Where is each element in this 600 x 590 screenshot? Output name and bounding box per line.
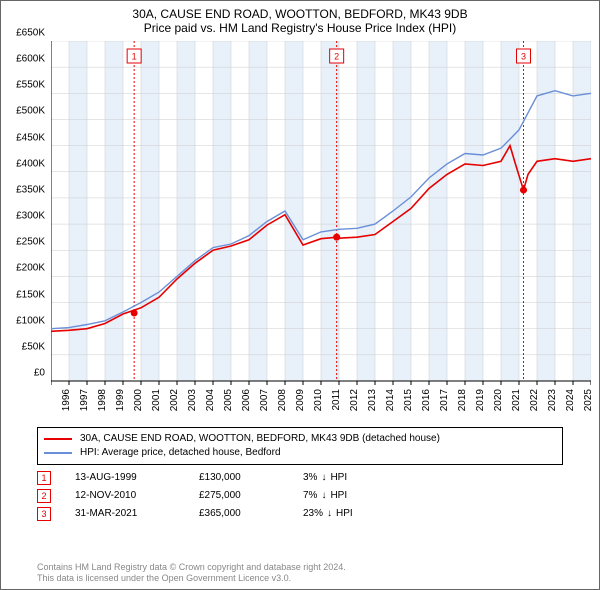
svg-text:2019: 2019: [475, 389, 486, 412]
chart-title-1: 30A, CAUSE END ROAD, WOOTTON, BEDFORD, M…: [1, 7, 599, 21]
event-marker: 1: [37, 471, 51, 485]
event-marker: 2: [37, 489, 51, 503]
y-tick-label: £0: [34, 368, 45, 379]
svg-text:2008: 2008: [277, 389, 288, 412]
arrow-down-icon: ↓: [321, 469, 326, 487]
y-tick-label: £350K: [16, 184, 45, 195]
event-price: £130,000: [199, 469, 279, 487]
svg-text:2025: 2025: [583, 389, 591, 412]
event-pct: 7% ↓ HPI: [303, 487, 347, 505]
legend-swatch-red: [44, 438, 72, 440]
y-tick-label: £200K: [16, 263, 45, 274]
svg-text:2016: 2016: [421, 389, 432, 412]
event-row: 2 12-NOV-2010 £275,000 7% ↓ HPI: [37, 487, 563, 505]
y-axis-labels: £0 £50K £100K £150K £200K £250K £300K £350K £400…: [1, 33, 49, 413]
svg-text:2006: 2006: [241, 389, 252, 412]
event-price: £365,000: [199, 505, 279, 523]
svg-text:2010: 2010: [313, 389, 324, 412]
event-date: 31-MAR-2021: [75, 505, 175, 523]
svg-text:2002: 2002: [169, 389, 180, 412]
event-pct: 3% ↓ HPI: [303, 469, 347, 487]
svg-text:2000: 2000: [133, 389, 144, 412]
legend-label-blue: HPI: Average price, detached house, Bedf…: [80, 446, 281, 460]
legend-row-red: 30A, CAUSE END ROAD, WOOTTON, BEDFORD, M…: [44, 432, 556, 446]
arrow-down-icon: ↓: [321, 487, 326, 505]
chart-area: 1 2 3 1995 1996 1997 1998 1999 2000 2001 2002 2003…: [51, 41, 591, 421]
event-date: 12-NOV-2010: [75, 487, 175, 505]
footer-line-2: This data is licensed under the Open Gov…: [37, 573, 346, 585]
svg-text:2013: 2013: [367, 389, 378, 412]
arrow-down-icon: ↓: [327, 505, 332, 523]
event-date: 13-AUG-1999: [75, 469, 175, 487]
svg-text:2021: 2021: [511, 389, 522, 412]
legend-swatch-blue: [44, 452, 72, 454]
y-tick-label: £50K: [22, 341, 45, 352]
footer-line-1: Contains HM Land Registry data © Crown c…: [37, 562, 346, 574]
y-tick-label: £650K: [16, 28, 45, 39]
event-marker: 3: [37, 507, 51, 521]
svg-text:2024: 2024: [565, 389, 576, 412]
svg-text:2005: 2005: [223, 389, 234, 412]
svg-text:1995: 1995: [51, 389, 54, 412]
svg-text:1999: 1999: [115, 389, 126, 412]
chart-container: 30A, CAUSE END ROAD, WOOTTON, BEDFORD, M…: [0, 0, 600, 590]
y-tick-label: £100K: [16, 315, 45, 326]
y-tick-label: £150K: [16, 289, 45, 300]
footer-note: Contains HM Land Registry data © Crown c…: [37, 562, 346, 585]
y-tick-label: £250K: [16, 237, 45, 248]
svg-text:2017: 2017: [439, 389, 450, 412]
svg-text:2009: 2009: [295, 389, 306, 412]
svg-text:2: 2: [334, 51, 339, 61]
legend-box: 30A, CAUSE END ROAD, WOOTTON, BEDFORD, M…: [37, 427, 563, 465]
y-tick-label: £550K: [16, 80, 45, 91]
svg-text:2003: 2003: [187, 389, 198, 412]
svg-text:2018: 2018: [457, 389, 468, 412]
svg-text:3: 3: [521, 51, 526, 61]
chart-title-2: Price paid vs. HM Land Registry's House …: [1, 21, 599, 35]
svg-text:2007: 2007: [259, 389, 270, 412]
legend-label-red: 30A, CAUSE END ROAD, WOOTTON, BEDFORD, M…: [80, 432, 440, 446]
event-price: £275,000: [199, 487, 279, 505]
y-tick-label: £300K: [16, 211, 45, 222]
svg-text:2023: 2023: [547, 389, 558, 412]
y-tick-label: £500K: [16, 106, 45, 117]
svg-text:1998: 1998: [97, 389, 108, 412]
svg-text:2012: 2012: [349, 389, 360, 412]
svg-text:2014: 2014: [385, 389, 396, 412]
svg-text:1997: 1997: [79, 389, 90, 412]
event-pct: 23% ↓ HPI: [303, 505, 353, 523]
svg-text:2020: 2020: [493, 389, 504, 412]
svg-text:2011: 2011: [331, 389, 342, 411]
svg-text:2015: 2015: [403, 389, 414, 412]
svg-text:2022: 2022: [529, 389, 540, 412]
legend-row-blue: HPI: Average price, detached house, Bedf…: [44, 446, 556, 460]
svg-text:1: 1: [132, 51, 137, 61]
title-block: 30A, CAUSE END ROAD, WOOTTON, BEDFORD, M…: [1, 1, 599, 37]
svg-text:1996: 1996: [61, 389, 72, 412]
y-tick-label: £600K: [16, 54, 45, 65]
event-table: 1 13-AUG-1999 £130,000 3% ↓ HPI 2 12-NOV-2010…: [37, 469, 563, 523]
y-tick-label: £450K: [16, 132, 45, 143]
chart-svg: 1 2 3 1995 1996 1997 1998 1999 2000 2001 2002 2003…: [51, 41, 591, 421]
y-tick-label: £400K: [16, 158, 45, 169]
svg-text:2004: 2004: [205, 389, 216, 412]
event-row: 3 31-MAR-2021 £365,000 23% ↓ HPI: [37, 505, 563, 523]
event-row: 1 13-AUG-1999 £130,000 3% ↓ HPI: [37, 469, 563, 487]
svg-text:2001: 2001: [151, 389, 162, 412]
